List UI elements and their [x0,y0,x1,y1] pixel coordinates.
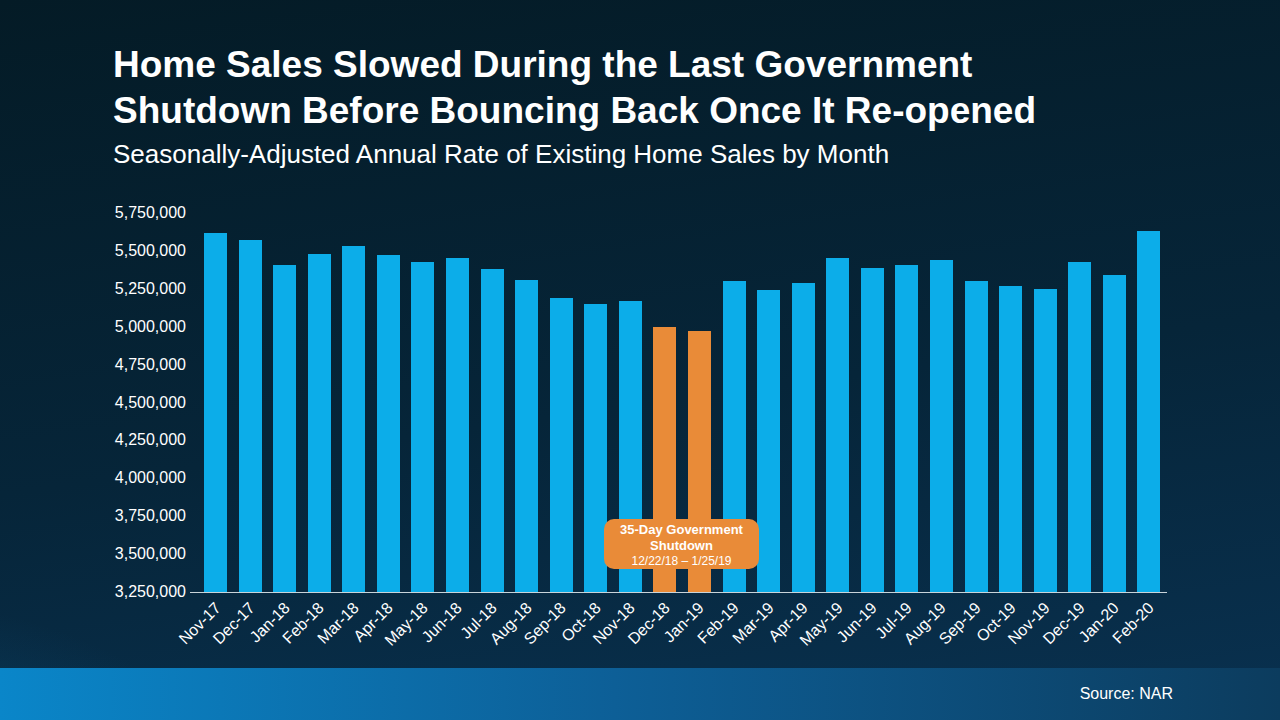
bar-sep-18 [550,298,573,592]
bar-may-18 [411,262,434,592]
slide: Home Sales Slowed During the Last Govern… [0,0,1280,720]
bar-jul-18 [481,269,504,592]
plot-area: 5,750,000 5,500,000 5,250,000 5,000,000 4,75… [0,0,1280,720]
bar-oct-19 [999,286,1022,592]
y-tick-label: 4,500,000 [56,394,186,412]
y-tick-label: 4,750,000 [56,356,186,374]
callout-heading: 35-Day Government Shutdown [604,522,759,554]
bar-feb-20 [1137,231,1160,592]
y-tick-label: 5,750,000 [56,204,186,222]
y-tick-label: 4,000,000 [56,469,186,487]
bar-feb-18 [308,254,331,592]
bar-dec-19 [1068,262,1091,592]
bar-may-19 [826,258,849,592]
bar-mar-18 [342,246,365,592]
bar-jun-19 [861,268,884,592]
bar-apr-18 [377,255,400,592]
y-tick-label: 5,250,000 [56,280,186,298]
bar-dec-17 [239,240,262,592]
y-tick-label: 3,500,000 [56,545,186,563]
y-tick-label: 4,250,000 [56,431,186,449]
source-label: Source: NAR [1080,668,1173,720]
footer-bar: Source: NAR [0,668,1280,720]
bar-aug-19 [930,260,953,592]
bar-apr-19 [792,283,815,592]
bar-nov-19 [1034,289,1057,592]
y-tick-label: 3,250,000 [56,583,186,601]
bar-nov-17 [204,233,227,592]
shutdown-callout: 35-Day Government Shutdown 12/22/18 – 1/… [604,519,759,569]
bar-jan-20 [1103,275,1126,592]
callout-dates: 12/22/18 – 1/25/19 [604,554,759,569]
bar-sep-19 [965,281,988,592]
x-axis-line [190,592,1167,593]
bar-mar-19 [757,290,780,592]
y-tick-label: 3,750,000 [56,507,186,525]
y-tick-label: 5,000,000 [56,318,186,336]
bar-aug-18 [515,280,538,592]
bar-jan-18 [273,265,296,592]
bar-jul-19 [895,265,918,592]
bar-jun-18 [446,258,469,592]
y-tick-label: 5,500,000 [56,242,186,260]
